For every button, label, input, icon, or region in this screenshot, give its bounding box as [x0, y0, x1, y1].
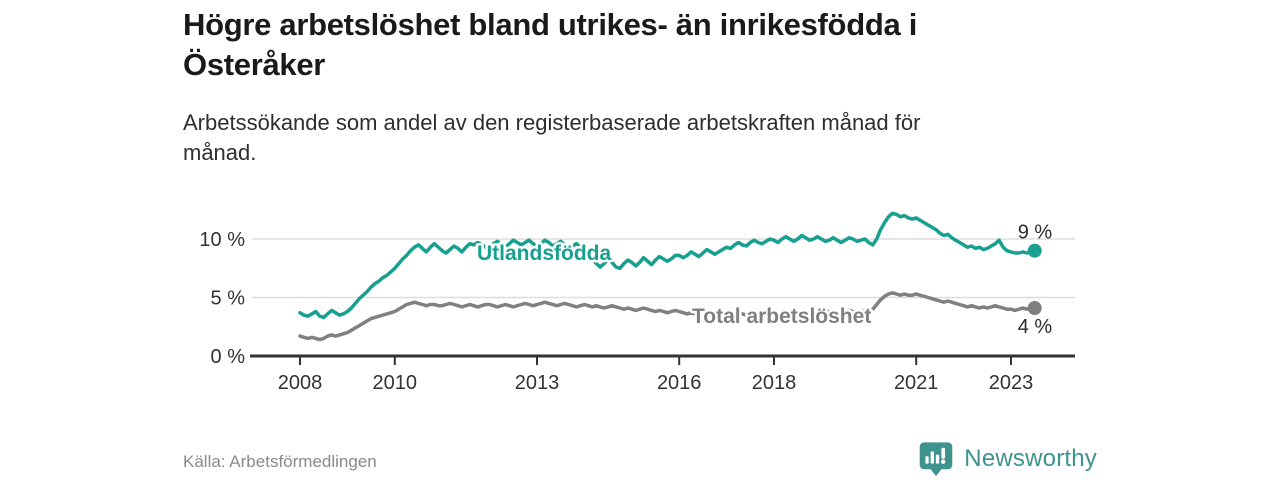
- end-value-label-utlandsfodda: 9 %: [1018, 222, 1053, 244]
- brand-name: Newsworthy: [964, 445, 1097, 472]
- series-line-total-arbetsloshet: [298, 291, 1037, 342]
- series-label-utlandsfodda: Utlandsfödda: [477, 242, 611, 265]
- x-tick-label: 2016: [657, 372, 702, 394]
- x-tick-label: 2023: [989, 372, 1034, 394]
- page-title: Högre arbetslöshet bland utrikes- än inr…: [183, 5, 1103, 85]
- series-end-dot-total-arbetsloshet: [1027, 301, 1042, 315]
- x-tick-label: 2018: [752, 372, 797, 394]
- series-end-dot-utlandsfodda: [1027, 243, 1042, 258]
- chart-subtitle: Arbetssökande som andel av den registerb…: [183, 108, 1063, 168]
- y-tick-label: 5 %: [211, 288, 246, 310]
- subtitle-line-2: månad.: [183, 140, 257, 165]
- source-attribution: Källa: Arbetsförmedlingen: [183, 452, 377, 471]
- x-tick-label: 2008: [278, 372, 323, 394]
- x-tick-label: 2021: [894, 372, 939, 394]
- end-value-label-total-arbetsloshet: 4 %: [1018, 316, 1053, 338]
- title-line-1: Högre arbetslöshet bland utrikes- än inr…: [183, 7, 918, 42]
- x-tick-label: 2013: [515, 372, 560, 394]
- series-label-total-arbetsloshet: Total arbetslöshet: [692, 305, 871, 328]
- y-tick-label: 0 %: [211, 346, 246, 368]
- subtitle-line-1: Arbetssökande som andel av den registerb…: [183, 110, 921, 135]
- y-tick-label: 10 %: [199, 229, 245, 251]
- bar-chart-speech-bubble-icon: [919, 442, 953, 477]
- title-line-2: Österåker: [183, 47, 326, 82]
- newsworthy-logo[interactable]: Newsworthy: [917, 440, 1097, 478]
- x-tick-label: 2010: [373, 372, 418, 394]
- series-line-utlandsfodda: [298, 211, 1037, 320]
